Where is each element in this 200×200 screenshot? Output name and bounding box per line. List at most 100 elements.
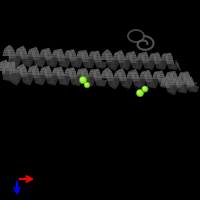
Polygon shape <box>178 91 186 92</box>
Polygon shape <box>106 60 114 63</box>
Polygon shape <box>5 63 12 70</box>
Polygon shape <box>20 72 28 75</box>
Polygon shape <box>128 51 135 55</box>
Polygon shape <box>33 57 41 60</box>
Polygon shape <box>121 83 129 85</box>
Polygon shape <box>89 72 97 75</box>
Polygon shape <box>187 85 195 87</box>
Polygon shape <box>179 91 186 93</box>
Polygon shape <box>103 49 110 56</box>
Polygon shape <box>9 71 17 74</box>
Polygon shape <box>110 66 118 68</box>
Polygon shape <box>67 67 75 70</box>
Polygon shape <box>39 75 46 78</box>
Polygon shape <box>175 86 183 87</box>
Polygon shape <box>134 84 142 85</box>
Polygon shape <box>9 56 16 59</box>
Polygon shape <box>18 49 26 50</box>
Polygon shape <box>15 70 23 72</box>
Polygon shape <box>114 53 122 54</box>
Polygon shape <box>118 73 126 74</box>
Circle shape <box>143 87 145 89</box>
Polygon shape <box>136 85 144 89</box>
Polygon shape <box>35 82 43 83</box>
Polygon shape <box>189 84 196 86</box>
Polygon shape <box>107 62 115 65</box>
Polygon shape <box>104 53 112 54</box>
Polygon shape <box>50 78 58 80</box>
Polygon shape <box>149 56 157 58</box>
Polygon shape <box>17 49 24 50</box>
Polygon shape <box>109 83 117 90</box>
Polygon shape <box>25 61 33 63</box>
Polygon shape <box>96 84 104 86</box>
Polygon shape <box>159 65 167 67</box>
Polygon shape <box>171 83 179 85</box>
Polygon shape <box>37 81 44 85</box>
Polygon shape <box>55 68 63 70</box>
Polygon shape <box>127 51 134 55</box>
Polygon shape <box>147 86 155 87</box>
Polygon shape <box>77 52 85 54</box>
Polygon shape <box>80 51 88 53</box>
Polygon shape <box>37 82 45 83</box>
Polygon shape <box>164 53 171 55</box>
Polygon shape <box>71 82 79 84</box>
Polygon shape <box>133 67 140 70</box>
Polygon shape <box>78 69 86 70</box>
Polygon shape <box>58 76 65 79</box>
Polygon shape <box>138 53 146 55</box>
Polygon shape <box>113 56 121 58</box>
Polygon shape <box>23 63 30 65</box>
Polygon shape <box>109 65 116 71</box>
Polygon shape <box>39 57 46 60</box>
Polygon shape <box>167 72 175 73</box>
Polygon shape <box>6 63 14 65</box>
Polygon shape <box>16 68 24 70</box>
Polygon shape <box>135 63 143 65</box>
Polygon shape <box>160 84 168 86</box>
Polygon shape <box>72 65 80 67</box>
Polygon shape <box>152 54 160 55</box>
Polygon shape <box>99 64 107 66</box>
Polygon shape <box>158 67 166 68</box>
Polygon shape <box>19 68 27 70</box>
Polygon shape <box>87 61 95 64</box>
Polygon shape <box>133 79 140 82</box>
Polygon shape <box>152 52 159 55</box>
Polygon shape <box>88 59 95 61</box>
Polygon shape <box>146 67 154 68</box>
Polygon shape <box>157 75 165 78</box>
Polygon shape <box>135 85 142 89</box>
Polygon shape <box>170 89 177 91</box>
Polygon shape <box>87 79 95 82</box>
Polygon shape <box>28 68 36 70</box>
Polygon shape <box>50 60 58 62</box>
Polygon shape <box>165 77 173 79</box>
Polygon shape <box>104 71 112 72</box>
Polygon shape <box>46 78 54 81</box>
Polygon shape <box>82 78 90 80</box>
Polygon shape <box>94 60 102 63</box>
Polygon shape <box>4 66 12 68</box>
Polygon shape <box>130 58 138 61</box>
Polygon shape <box>75 79 83 81</box>
Polygon shape <box>91 69 99 71</box>
Polygon shape <box>88 77 95 79</box>
Polygon shape <box>125 81 133 83</box>
Polygon shape <box>175 80 183 81</box>
Polygon shape <box>70 59 78 62</box>
Polygon shape <box>138 79 146 81</box>
Polygon shape <box>124 83 132 85</box>
Polygon shape <box>137 56 145 58</box>
Polygon shape <box>1 64 8 66</box>
Polygon shape <box>179 91 187 93</box>
Polygon shape <box>74 63 82 65</box>
Polygon shape <box>161 86 169 89</box>
Polygon shape <box>34 60 41 62</box>
Polygon shape <box>145 67 152 70</box>
Polygon shape <box>184 81 192 83</box>
Polygon shape <box>158 77 166 80</box>
Polygon shape <box>185 85 193 87</box>
Polygon shape <box>23 80 30 86</box>
